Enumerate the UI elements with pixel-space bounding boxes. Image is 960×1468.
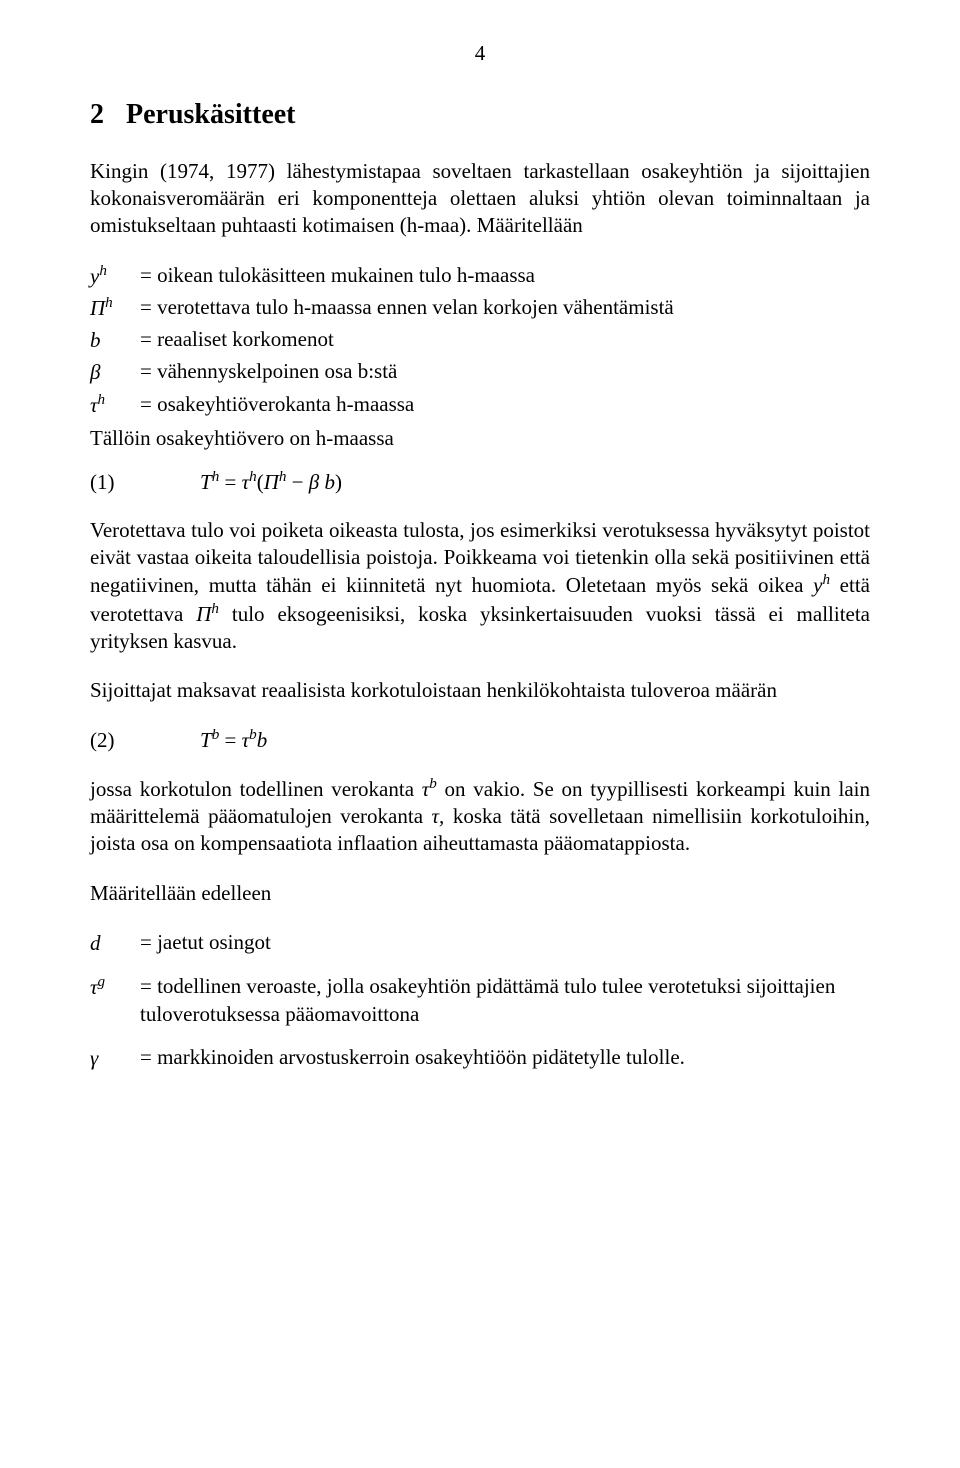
paragraph-5: Määritellään edelleen <box>90 880 870 907</box>
def-symbol: Πh <box>90 294 140 322</box>
symbol-y-sup: h <box>822 572 830 588</box>
text: jossa korkotulon todellinen verokanta <box>90 777 422 801</box>
paragraph-3: Sijoittajat maksavat reaalisista korkotu… <box>90 677 870 704</box>
definition-list-2: d = jaetut osingot τg = todellinen veroa… <box>90 929 870 1072</box>
def-row: d = jaetut osingot <box>90 929 870 957</box>
symbol-tau-sup: b <box>429 776 437 792</box>
def-text: = markkinoiden arvostuskerroin osakeyhti… <box>140 1044 870 1071</box>
section-heading: 2Peruskäsitteet <box>90 97 870 133</box>
def-symbol: yh <box>90 262 140 290</box>
symbol-tau2: τ, <box>432 804 445 828</box>
def-row: γ = markkinoiden arvostuskerroin osakeyh… <box>90 1044 870 1072</box>
def-symbol: β <box>90 358 140 386</box>
heading-number: 2 <box>90 97 126 133</box>
equation-body: Tb = τbb <box>200 726 870 754</box>
def-text: = osakeyhtiöverokanta h-maassa <box>140 391 870 418</box>
def-row: b = reaaliset korkomenot <box>90 326 870 354</box>
text: Verotettava tulo voi poiketa oikeasta tu… <box>90 518 870 598</box>
equation-number: (1) <box>90 469 200 496</box>
def-row: Πh = verotettava tulo h-maassa ennen vel… <box>90 294 870 322</box>
paragraph-1: Kingin (1974, 1977) lähestymistapaa sove… <box>90 158 870 240</box>
def-text: = verotettava tulo h-maassa ennen velan … <box>140 294 870 321</box>
equation-1: (1) Th = τh(Πh − β b) <box>90 468 870 496</box>
line-after-defs: Tällöin osakeyhtiövero on h-maassa <box>90 425 870 452</box>
def-text: = oikean tulokäsitteen mukainen tulo h-m… <box>140 262 870 289</box>
def-symbol: τh <box>90 391 140 419</box>
def-symbol: d <box>90 929 140 957</box>
def-row: β = vähennyskelpoinen osa b:stä <box>90 358 870 386</box>
definition-list-1: yh = oikean tulokäsitteen mukainen tulo … <box>90 262 870 419</box>
paragraph-4: jossa korkotulon todellinen verokanta τb… <box>90 775 870 858</box>
equation-body: Th = τh(Πh − β b) <box>200 468 870 496</box>
def-symbol: γ <box>90 1044 140 1072</box>
heading-title: Peruskäsitteet <box>126 99 296 130</box>
paragraph-2: Verotettava tulo voi poiketa oikeasta tu… <box>90 517 870 655</box>
page-number: 4 <box>90 40 870 67</box>
def-symbol: τg <box>90 973 140 1001</box>
def-row: yh = oikean tulokäsitteen mukainen tulo … <box>90 262 870 290</box>
symbol-pi-sup: h <box>211 601 219 617</box>
def-row: τh = osakeyhtiöverokanta h-maassa <box>90 391 870 419</box>
symbol-pi: Π <box>196 602 211 626</box>
def-text: = vähennyskelpoinen osa b:stä <box>140 358 870 385</box>
def-symbol: b <box>90 326 140 354</box>
page: 4 2Peruskäsitteet Kingin (1974, 1977) lä… <box>0 0 960 1468</box>
def-row: τg = todellinen veroaste, jolla osakeyht… <box>90 973 870 1028</box>
def-text: = reaaliset korkomenot <box>140 326 870 353</box>
equation-number: (2) <box>90 727 200 754</box>
equation-2: (2) Tb = τbb <box>90 726 870 754</box>
def-text: = todellinen veroaste, jolla osakeyhtiön… <box>140 973 870 1028</box>
def-text: = jaetut osingot <box>140 929 870 956</box>
